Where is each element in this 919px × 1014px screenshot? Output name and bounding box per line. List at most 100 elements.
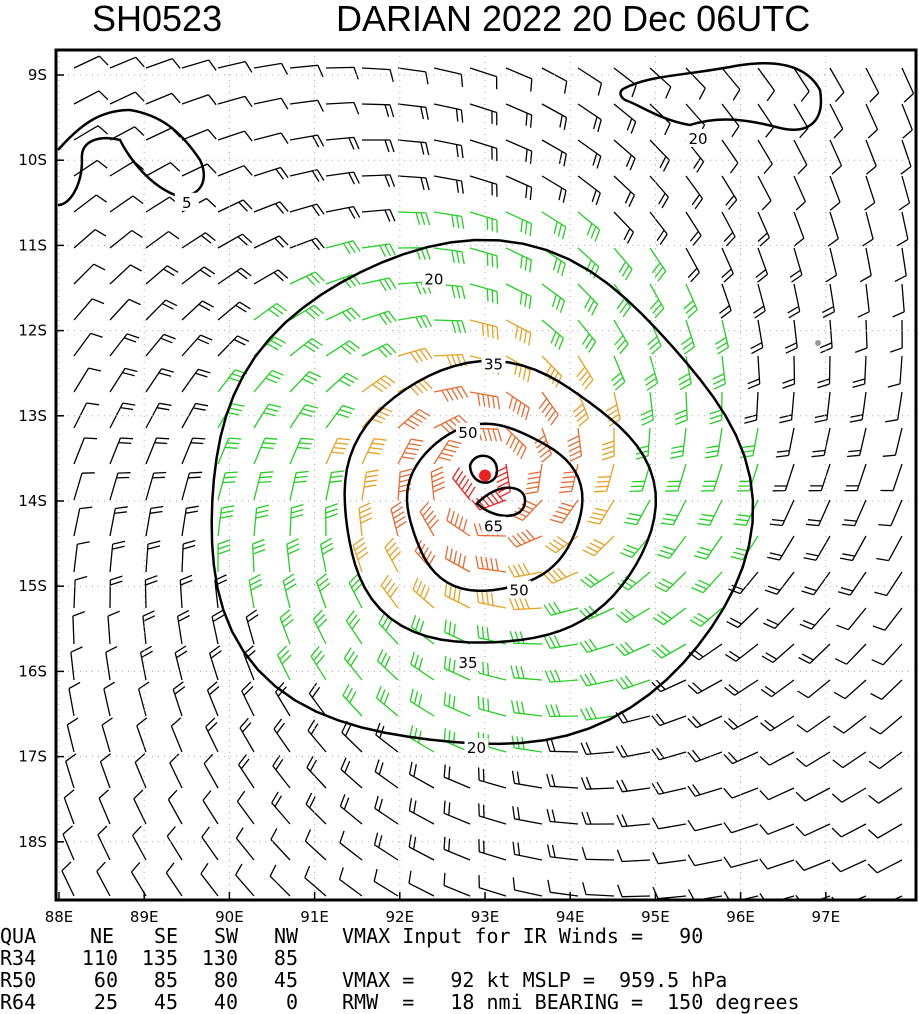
wind-barb [869,715,903,735]
wind-barb [543,567,579,584]
wind-barb [651,643,687,659]
wind-barb [471,490,507,511]
wind-barb [444,619,471,645]
wind-barb [649,175,669,209]
r64-ne: 25 [93,990,118,1014]
row-label: R34 [0,946,37,970]
wind-barb [253,437,278,465]
wind-barb [73,437,98,465]
storm-info: DARIAN 2022 20 Dec 06UTC [336,0,811,39]
wind-barb [397,103,429,120]
wind-barb [803,535,831,561]
wind-barb [99,753,111,789]
wind-barb [408,798,435,825]
wind-barb [779,391,795,424]
contour-20kt [210,238,755,746]
wind-barb [615,675,651,690]
rmw-bearing-line: RMW = 18 nmi BEARING = 150 degrees [342,990,800,1014]
lat-label: 15S [18,577,47,595]
wind-barb [397,438,424,465]
wind-barb [901,103,913,139]
r64-se: 45 [153,990,178,1014]
wind-barb [361,208,396,222]
wind-barb [723,822,759,834]
longitude-labels: 88E 89E 90E 91E 92E 93E 94E 95E 96E 97E [45,908,840,922]
wind-barb [217,369,248,393]
wind-barb [649,283,665,319]
wind-barb [271,791,291,825]
wind-barb [361,277,397,292]
wind-barb [793,103,809,139]
wind-barb [308,682,327,717]
contour-label-bg [421,269,446,288]
wind-barb [325,404,355,429]
wind-barb [469,211,498,233]
wind-barb [878,499,903,527]
wind-barb [525,463,543,495]
wind-barb [616,779,651,793]
wind-barb [687,679,723,695]
wind-barb [512,806,543,825]
wind-barb [443,655,471,681]
storm-id: SH0523 [92,0,223,39]
wind-barb [253,166,289,180]
wind-barb [137,681,150,717]
wind-barb [795,787,831,802]
wind-barb [577,175,601,206]
wind-barb [433,319,467,334]
lon-label: 90E [215,908,244,922]
wind-barb [652,852,687,865]
wind-barb [312,609,328,645]
wind-barb [579,638,615,654]
wind-barb [235,863,255,897]
wind-barb [757,67,776,102]
wind-barb [728,571,759,595]
wind-barb [865,103,879,139]
wind-barb [66,717,79,753]
lon-label: 88E [45,908,74,922]
wind-barb [253,471,274,501]
wind-barb [73,229,107,249]
wind-barb [649,67,672,99]
wind-barb [167,789,183,825]
wind-barb [397,246,431,260]
wind-barb [594,463,615,493]
wind-barb [505,391,530,421]
wind-barb [410,651,435,681]
wind-barb [651,713,687,727]
wind-barb [510,665,543,681]
wind-barb [757,211,770,247]
wind-barb [217,403,245,429]
wind-barb [505,427,527,460]
wind-barb [764,571,795,595]
wind-barb [541,319,565,351]
wind-barb [61,861,75,897]
wind-barb [443,728,471,753]
wind-barb [397,314,433,329]
wind-barb [475,555,507,573]
wind-barb [797,679,831,699]
wind-barb [859,247,872,283]
wind-barb [546,773,579,789]
wind-barb [217,471,238,501]
wind-barb [511,499,543,521]
wind-barb [325,240,361,255]
wind-barb [145,92,181,105]
wind-barb [433,211,465,230]
wind-barb [477,767,507,789]
wind-barb [109,575,123,609]
wind-barb [691,571,723,594]
wind-barb [660,499,687,526]
wind-barb [817,355,831,389]
wind-barb [580,571,615,588]
wind-barb [721,103,740,138]
wind-barb [181,334,213,357]
wind-barb [721,139,739,174]
wind-barb [377,649,399,681]
wind-barb [200,862,219,897]
wind-barb [685,175,704,210]
wind-barb [541,283,566,313]
wind-barb [145,299,178,321]
wind-barb [469,391,501,410]
contour-eye [468,454,499,484]
